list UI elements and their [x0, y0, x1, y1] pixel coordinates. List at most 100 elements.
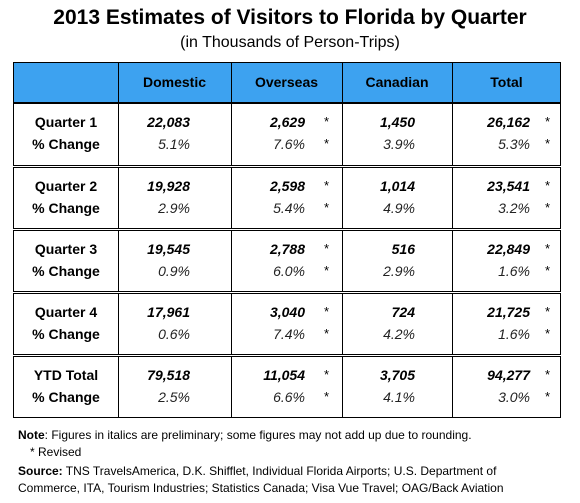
cell-value: 22,849: [487, 241, 530, 257]
column-divider: [342, 62, 343, 103]
row-group: [13, 167, 561, 229]
header-row: [13, 62, 561, 103]
revised-mark: *: [545, 263, 551, 278]
cell-value: 19,928: [147, 178, 190, 194]
source-text: TNS TravelsAmerica, D.K. Shifflet, Indiv…: [18, 464, 504, 495]
cell-value: 2,788: [269, 241, 305, 257]
cell-value: 2,629: [269, 114, 305, 130]
cell-value: 5.1%: [158, 136, 190, 152]
cell-value: 3,040: [269, 304, 305, 320]
cell-value: 6.6%: [273, 389, 305, 405]
row-label: % Change: [32, 200, 100, 216]
revised-mark: *: [324, 304, 330, 319]
column-divider: [118, 293, 119, 355]
revised-mark: *: [324, 241, 330, 256]
cell-value: 724: [391, 304, 415, 320]
column-divider: [118, 103, 119, 166]
column-divider: [231, 293, 232, 355]
row-label: % Change: [32, 263, 100, 279]
row-label: % Change: [32, 326, 100, 342]
cell-value: 79,518: [147, 367, 190, 383]
cell-value: 3,705: [379, 367, 415, 383]
row-label: Quarter 3: [34, 241, 98, 257]
column-divider: [342, 167, 343, 229]
note-label: Note: [18, 428, 45, 442]
column-divider: [231, 167, 232, 229]
column-divider: [118, 230, 119, 292]
column-divider: [342, 230, 343, 292]
row-label: % Change: [32, 389, 100, 405]
revised-note: * Revised: [30, 445, 82, 459]
revised-mark: *: [545, 200, 551, 215]
cell-value: 94,277: [487, 367, 530, 383]
revised-mark: *: [545, 326, 551, 341]
cell-value: 1.6%: [498, 326, 530, 342]
cell-value: 26,162: [487, 114, 530, 130]
cell-value: 4.2%: [383, 326, 415, 342]
cell-value: 22,083: [147, 114, 190, 130]
row-group: [13, 356, 561, 418]
source-label: Source:: [18, 464, 63, 478]
note: Note: Figures in italics are preliminary…: [18, 428, 472, 442]
cell-value: 0.6%: [158, 326, 190, 342]
revised-mark: *: [545, 136, 551, 151]
column-divider: [342, 356, 343, 418]
cell-value: 2,598: [269, 178, 305, 194]
column-divider: [231, 230, 232, 292]
revised-mark: *: [324, 114, 330, 129]
row-group: [13, 230, 561, 292]
cell-value: 0.9%: [158, 263, 190, 279]
revised-mark: *: [545, 241, 551, 256]
column-divider: [452, 293, 453, 355]
cell-value: 3.2%: [498, 200, 530, 216]
column-divider: [452, 62, 453, 103]
column-divider: [452, 167, 453, 229]
cell-value: 7.4%: [273, 326, 305, 342]
column-divider: [342, 293, 343, 355]
column-divider: [118, 167, 119, 229]
cell-value: 11,054: [263, 367, 305, 383]
column-header: Canadian: [365, 74, 429, 90]
row-label: Quarter 1: [34, 114, 98, 130]
revised-mark: *: [545, 367, 551, 382]
revised-mark: *: [324, 263, 330, 278]
subtitle: (in Thousands of Person-Trips): [180, 34, 400, 51]
cell-value: 7.6%: [273, 136, 305, 152]
cell-value: 4.1%: [383, 389, 415, 405]
cell-value: 19,545: [147, 241, 190, 257]
row-label: Quarter 4: [34, 304, 98, 320]
revised-mark: *: [545, 304, 551, 319]
cell-value: 21,725: [487, 304, 530, 320]
revised-mark: *: [545, 389, 551, 404]
column-divider: [231, 62, 232, 103]
note-text: : Figures in italics are preliminary; so…: [44, 428, 472, 442]
column-divider: [452, 356, 453, 418]
cell-value: 4.9%: [383, 200, 415, 216]
cell-value: 5.4%: [273, 200, 305, 216]
cell-value: 17,961: [147, 304, 190, 320]
title: 2013 Estimates of Visitors to Florida by…: [53, 6, 527, 29]
cell-value: 1.6%: [498, 263, 530, 279]
row-label: YTD Total: [33, 367, 99, 383]
source: Source: TNS TravelsAmerica, D.K. Shiffle…: [18, 463, 548, 497]
cell-value: 2.9%: [158, 200, 190, 216]
column-header: Overseas: [254, 74, 319, 90]
revised-mark: *: [324, 389, 330, 404]
column-divider: [231, 103, 232, 166]
cell-value: 2.9%: [383, 263, 415, 279]
column-divider: [118, 62, 119, 103]
revised-mark: *: [324, 200, 330, 215]
row-label: Quarter 2: [34, 178, 98, 194]
cell-value: 6.0%: [273, 263, 305, 279]
revised-mark: *: [324, 136, 330, 151]
cell-value: 1,014: [379, 178, 415, 194]
row-group: [13, 293, 561, 355]
column-divider: [452, 230, 453, 292]
revised-mark: *: [324, 178, 330, 193]
revised-mark: *: [545, 114, 551, 129]
column-divider: [118, 356, 119, 418]
cell-value: 516: [391, 241, 415, 257]
cell-value: 3.9%: [383, 136, 415, 152]
row-label: % Change: [32, 136, 100, 152]
